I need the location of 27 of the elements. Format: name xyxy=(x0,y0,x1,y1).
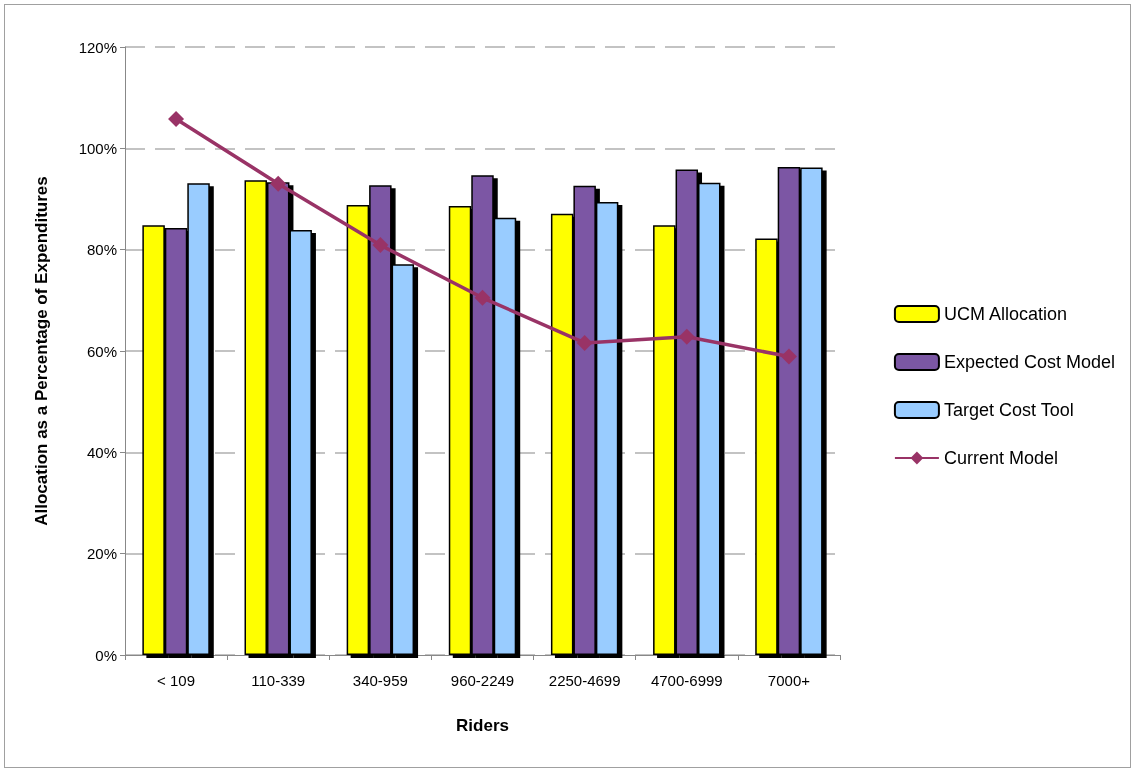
x-tick-label: 110-339 xyxy=(251,672,306,689)
x-tick-label: < 109 xyxy=(157,672,196,689)
point xyxy=(372,237,389,254)
y-tick-label: 0% xyxy=(95,646,117,664)
point xyxy=(678,328,695,345)
x-tick-label: 7000+ xyxy=(767,672,811,689)
legend-label: Expected Cost Model xyxy=(943,352,1116,372)
y-tick-label: 60% xyxy=(86,342,117,360)
point xyxy=(780,348,797,365)
x-axis-title: Riders xyxy=(456,716,509,735)
x-tick-label: 960-2249 xyxy=(450,672,515,689)
x-tick-label: 340-959 xyxy=(352,672,408,689)
legend-label: Current Model xyxy=(943,448,1058,468)
point xyxy=(270,175,287,192)
y-tick-label: 40% xyxy=(86,443,117,461)
y-axis-title: Allocation as a Percentage of Expenditures xyxy=(32,176,51,526)
y-tick-label: 100% xyxy=(78,139,117,157)
y-tick-label: 80% xyxy=(86,241,117,259)
y-tick-label: 120% xyxy=(78,38,117,56)
point xyxy=(168,110,185,127)
x-tick-label: 4700-6999 xyxy=(650,672,723,689)
legend-label: Target Cost Tool xyxy=(943,400,1074,420)
point xyxy=(576,334,593,351)
point xyxy=(474,289,491,306)
y-tick-label: 20% xyxy=(86,545,117,563)
legend-label: UCM Allocation xyxy=(943,304,1067,324)
x-tick-label: 2250-4699 xyxy=(548,672,621,689)
